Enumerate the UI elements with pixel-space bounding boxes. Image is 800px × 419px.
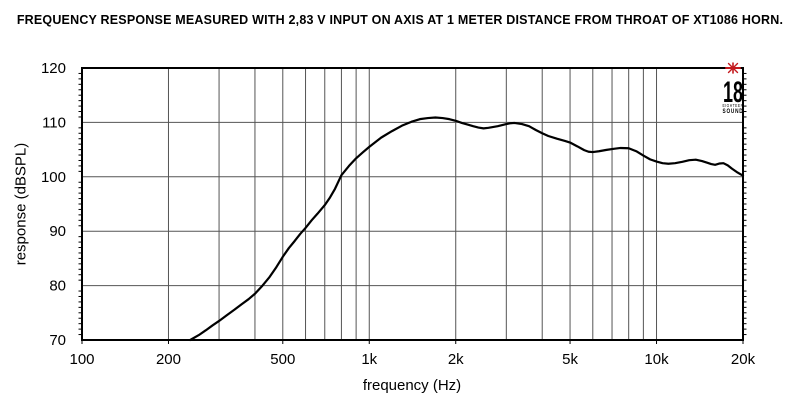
y-tick-label: 90	[49, 223, 66, 240]
response-curve	[189, 116, 745, 342]
x-tick-label: 10k	[644, 351, 669, 368]
x-tick-label: 100	[69, 351, 94, 368]
logo-number: 18	[723, 76, 743, 109]
logo-line1: EIGHTEEN	[723, 103, 744, 108]
star-burst-icon	[725, 62, 741, 74]
logo-line2: SOUND	[723, 109, 744, 115]
y-minor-ticks	[78, 72, 747, 336]
y-tick-labels: 70 80 90 100 110 120	[41, 60, 66, 349]
x-tick-label: 1k	[361, 351, 377, 368]
y-tick-label: 120	[41, 60, 66, 77]
x-tick-label: 20k	[731, 351, 756, 368]
x-tick-label: 200	[156, 351, 181, 368]
x-tick-label: 2k	[448, 351, 464, 368]
plot-border	[81, 67, 744, 341]
y-tick-label: 110	[42, 114, 66, 131]
x-gridlines	[167, 68, 658, 340]
y-tick-label: 70	[49, 332, 66, 349]
x-tick-label: 5k	[562, 351, 578, 368]
y-tick-label: 80	[49, 278, 66, 295]
chart-title: FREQUENCY RESPONSE MEASURED WITH 2,83 V …	[16, 13, 784, 27]
y-axis-label: response (dBSPL)	[12, 142, 30, 266]
x-tick-label: 500	[270, 351, 295, 368]
x-axis-label: frequency (Hz)	[362, 377, 462, 394]
y-tick-label: 100	[41, 169, 66, 186]
eighteen-sound-logo: 18 EIGHTEEN SOUND	[723, 62, 744, 115]
x-tick-labels: 100 200 500 1k 2k 5k 10k 20k	[69, 351, 755, 368]
